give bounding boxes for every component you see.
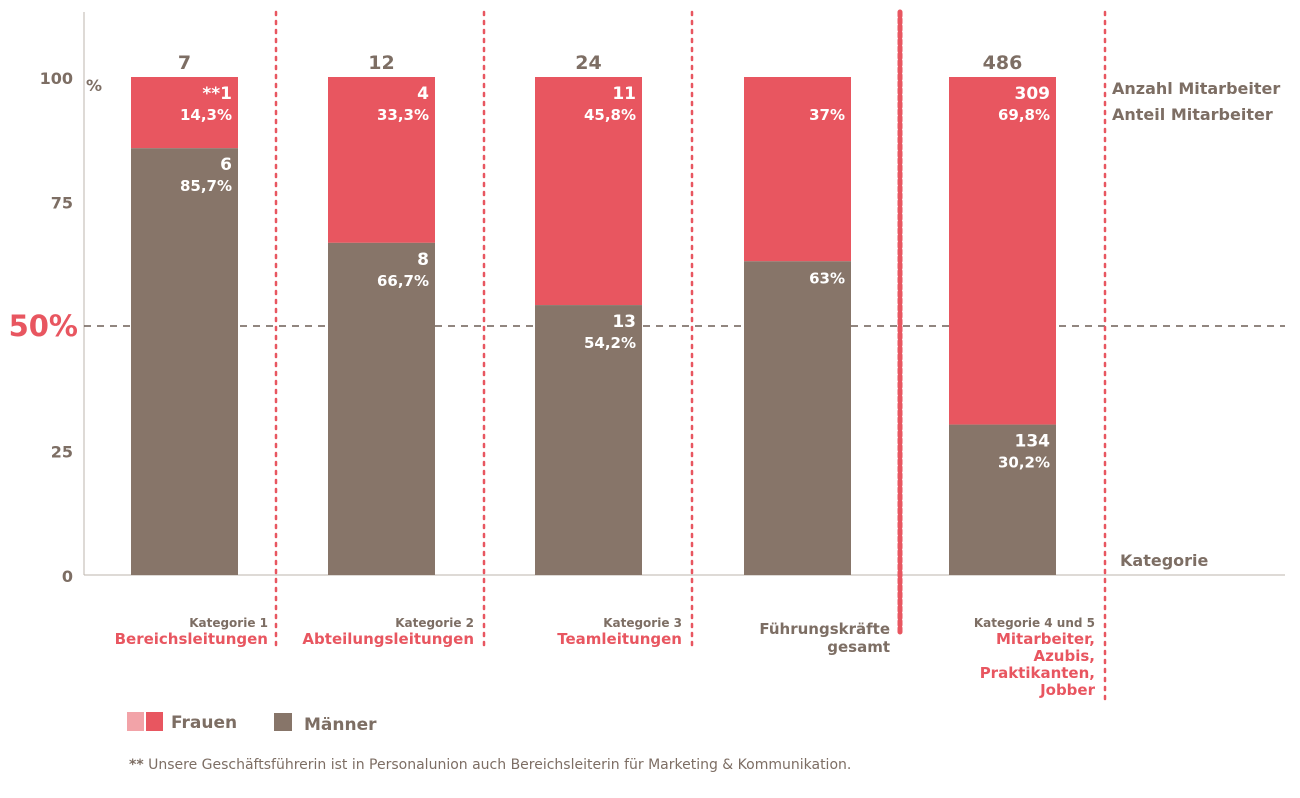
maenner-count-label: 8 (417, 250, 429, 270)
footnote-marker: ** (129, 757, 144, 773)
maenner-count-label: 134 (1015, 432, 1051, 452)
category-number-label: Kategorie 2 (395, 616, 474, 630)
bar-maenner (949, 424, 1056, 575)
maenner-pct-label: 54,2% (584, 334, 636, 352)
bar-maenner (131, 148, 238, 576)
frauen-pct-label: 37% (809, 106, 845, 124)
legend-label-maenner: Männer (304, 715, 377, 735)
category-name-label: Teamleitungen (557, 630, 682, 648)
legend-label-frauen: Frauen (171, 713, 237, 733)
footnote: ** Unsere Geschäftsführerin ist in Perso… (129, 757, 851, 773)
bar-maenner (535, 305, 642, 575)
category-number-label: Kategorie 4 und 5 (974, 616, 1095, 630)
right-label-count: Anzahl Mitarbeiter (1112, 79, 1280, 98)
maenner-count-label: 6 (220, 155, 232, 175)
category-main-label: Führungskräfte (759, 620, 890, 638)
y-tick-label: 75 (51, 194, 73, 213)
bar-total-label: 486 (983, 52, 1023, 74)
y-unit-label: % (86, 76, 102, 95)
maenner-count-label: 13 (612, 312, 636, 332)
frauen-pct-label: 14,3% (180, 106, 232, 124)
frauen-pct-label: 45,8% (584, 106, 636, 124)
legend-swatch-maenner (274, 713, 292, 731)
bar-frauen (328, 77, 435, 243)
frauen-count-label: **1 (202, 84, 232, 104)
category-number-label: Kategorie 3 (603, 616, 682, 630)
y-tick-label: 0 (62, 567, 73, 586)
frauen-pct-label: 69,8% (998, 106, 1050, 124)
legend: Frauen Männer (127, 712, 377, 735)
maenner-pct-label: 30,2% (998, 454, 1050, 472)
frauen-pct-label: 33,3% (377, 106, 429, 124)
category-number-label: Kategorie 1 (189, 616, 268, 630)
bar-frauen (744, 77, 851, 262)
frauen-count-label: 309 (1015, 84, 1051, 104)
bar-total-label: 24 (575, 52, 601, 74)
footnote-text: Unsere Geschäftsführerin ist in Personal… (143, 757, 852, 773)
category-name-label: Mitarbeiter, (996, 630, 1095, 648)
y-tick-label: 25 (51, 443, 73, 462)
bar-total-label: 12 (368, 52, 394, 74)
category-name-label: Praktikanten, (980, 664, 1095, 682)
legend-swatch-frauen-light (127, 712, 144, 731)
right-label-share: Anteil Mitarbeiter (1112, 105, 1273, 124)
bar-frauen (131, 77, 238, 149)
legend-swatch-frauen (146, 712, 163, 731)
category-name-label: Azubis, (1033, 647, 1095, 665)
labels: 7 **1 14,3% 6 85,7% Kategorie 1Bereichsleitun… (115, 52, 1281, 699)
frauen-count-label: 4 (417, 84, 429, 104)
bar-frauen (949, 77, 1056, 425)
frauen-count-label: 11 (612, 84, 636, 104)
category-name-label: Abteilungsleitungen (302, 630, 474, 648)
reference-line-label: 50% (9, 309, 78, 343)
axes: 0 25 75 100 % 50% (9, 12, 1285, 586)
category-main-label: gesamt (827, 638, 890, 656)
bar-total-label: 7 (178, 52, 191, 74)
maenner-pct-label: 85,7% (180, 177, 232, 195)
bar-frauen (535, 77, 642, 306)
category-name-label: Bereichsleitungen (115, 630, 268, 648)
bar-maenner (744, 261, 851, 575)
y-tick-label: 100 (40, 69, 73, 88)
bar-maenner (328, 242, 435, 576)
right-label-axis: Kategorie (1120, 551, 1209, 570)
maenner-pct-label: 63% (809, 269, 845, 287)
bars (131, 77, 1056, 576)
maenner-pct-label: 66,7% (377, 272, 429, 290)
category-name-label: Jobber (1039, 681, 1096, 699)
category-dividers (274, 9, 1107, 706)
